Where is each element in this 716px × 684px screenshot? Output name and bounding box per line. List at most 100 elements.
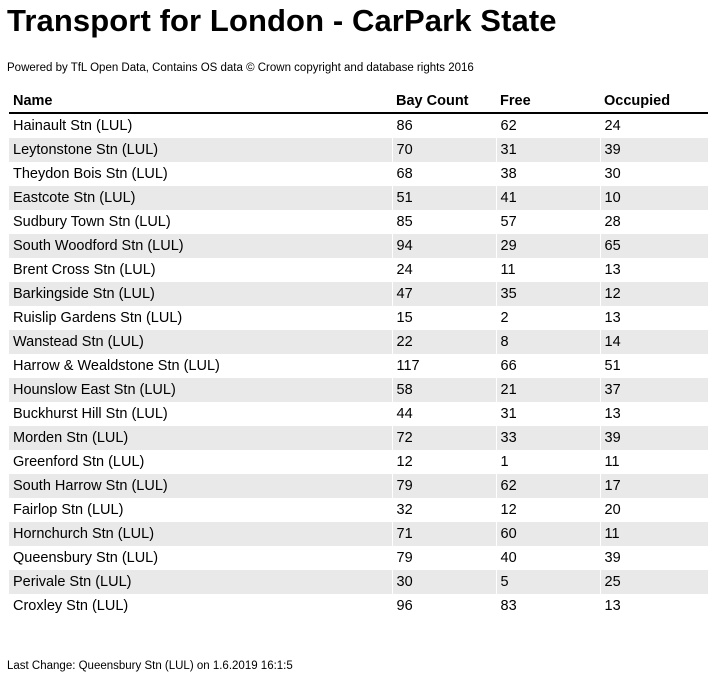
cell-occupied: 13 [599, 306, 708, 330]
cell-occupied: 12 [599, 282, 708, 306]
cell-occupied: 13 [599, 258, 708, 282]
cell-free: 41 [495, 186, 600, 210]
carpark-table: Name Bay Count Free Occupied Hainault St… [9, 90, 708, 618]
cell-occupied: 51 [599, 354, 708, 378]
cell-occupied: 37 [599, 378, 708, 402]
cell-name: Hounslow East Stn (LUL) [9, 378, 392, 402]
cell-free: 31 [495, 138, 600, 162]
cell-occupied: 39 [599, 546, 708, 570]
cell-free: 66 [495, 354, 600, 378]
table-row: Ruislip Gardens Stn (LUL) 15 2 13 [9, 306, 708, 330]
cell-free: 40 [495, 546, 600, 570]
cell-occupied: 13 [599, 402, 708, 426]
cell-bay-count: 30 [391, 570, 496, 594]
cell-name: Barkingside Stn (LUL) [9, 282, 392, 306]
column-header-name: Name [9, 90, 392, 114]
cell-occupied: 10 [599, 186, 708, 210]
table-row: Queensbury Stn (LUL) 79 40 39 [9, 546, 708, 570]
cell-free: 62 [495, 113, 600, 138]
last-change-text: Last Change: Queensbury Stn (LUL) on 1.6… [7, 660, 293, 672]
cell-name: Perivale Stn (LUL) [9, 570, 392, 594]
cell-bay-count: 68 [391, 162, 496, 186]
table-row: Fairlop Stn (LUL) 32 12 20 [9, 498, 708, 522]
cell-occupied: 25 [599, 570, 708, 594]
table-row: Brent Cross Stn (LUL) 24 11 13 [9, 258, 708, 282]
cell-name: Greenford Stn (LUL) [13, 454, 145, 470]
cell-name: Morden Stn (LUL) [9, 426, 392, 450]
cell-free: 57 [495, 210, 600, 234]
table-row: Harrow & Wealdstone Stn (LUL) 117 66 51 [9, 354, 708, 378]
cell-bay-count: 72 [391, 426, 496, 450]
cell-bay-count: 86 [391, 113, 496, 138]
cell-bay-count: 32 [391, 498, 496, 522]
cell-occupied: 30 [599, 162, 708, 186]
cell-bay-count: 12 [391, 450, 496, 474]
table-row: Leytonstone Stn (LUL) 70 31 39 [9, 138, 708, 162]
table-row: Barkingside Stn (LUL) 47 35 12 [9, 282, 708, 306]
cell-name: Theydon Bois Stn (LUL) [13, 166, 168, 182]
column-header-bay-count: Bay Count [392, 90, 496, 114]
table-header-row: Name Bay Count Free Occupied [9, 90, 708, 114]
cell-occupied: 39 [599, 138, 708, 162]
cell-occupied: 65 [599, 234, 708, 258]
cell-name: South Harrow Stn (LUL) [9, 474, 392, 498]
table-row: Hornchurch Stn (LUL) 71 60 11 [9, 522, 708, 546]
table-row: Greenford Stn (LUL) 12 1 11 [9, 450, 708, 474]
cell-name: Wanstead Stn (LUL) [9, 330, 392, 354]
cell-bay-count: 70 [391, 138, 496, 162]
cell-name: Harrow & Wealdstone Stn (LUL) [13, 358, 220, 374]
cell-bay-count: 22 [391, 330, 496, 354]
cell-bay-count: 51 [391, 186, 496, 210]
cell-bay-count: 44 [391, 402, 496, 426]
cell-name: Fairlop Stn (LUL) [13, 502, 124, 518]
page-title: Transport for London - CarPark State [7, 3, 557, 38]
cell-occupied: 11 [599, 450, 708, 474]
cell-free: 21 [495, 378, 600, 402]
cell-bay-count: 24 [391, 258, 496, 282]
cell-bay-count: 15 [391, 306, 496, 330]
table-row: Perivale Stn (LUL) 30 5 25 [9, 570, 708, 594]
table-header: Name Bay Count Free Occupied [9, 90, 708, 114]
cell-name: Ruislip Gardens Stn (LUL) [13, 310, 183, 326]
column-header-free: Free [496, 90, 600, 114]
cell-free: 83 [495, 594, 600, 618]
cell-name: Eastcote Stn (LUL) [9, 186, 392, 210]
cell-bay-count: 79 [391, 546, 496, 570]
cell-free: 5 [495, 570, 600, 594]
table-body: Hainault Stn (LUL) 86 62 24 Leytonstone Stn … [9, 113, 708, 618]
cell-free: 31 [495, 402, 600, 426]
table-row: South Woodford Stn (LUL) 94 29 65 [9, 234, 708, 258]
cell-free: 29 [495, 234, 600, 258]
cell-occupied: 13 [599, 594, 708, 618]
cell-bay-count: 58 [391, 378, 496, 402]
attribution-text: Powered by TfL Open Data, Contains OS da… [7, 62, 474, 74]
column-header-occupied: Occupied [600, 90, 708, 114]
cell-bay-count: 94 [391, 234, 496, 258]
table-row: Sudbury Town Stn (LUL) 85 57 28 [9, 210, 708, 234]
cell-occupied: 17 [599, 474, 708, 498]
cell-name: Sudbury Town Stn (LUL) [13, 214, 171, 230]
cell-bay-count: 71 [391, 522, 496, 546]
table-row: Croxley Stn (LUL) 96 83 13 [9, 594, 708, 618]
cell-name: Croxley Stn (LUL) [13, 598, 129, 614]
table-row: Buckhurst Hill Stn (LUL) 44 31 13 [9, 402, 708, 426]
table-row: Hounslow East Stn (LUL) 58 21 37 [9, 378, 708, 402]
cell-name: South Woodford Stn (LUL) [9, 234, 392, 258]
cell-name: Hainault Stn (LUL) [13, 118, 133, 134]
table-row: Hainault Stn (LUL) 86 62 24 [9, 113, 708, 138]
cell-occupied: 28 [599, 210, 708, 234]
cell-free: 8 [495, 330, 600, 354]
cell-bay-count: 96 [391, 594, 496, 618]
cell-name: Hornchurch Stn (LUL) [9, 522, 392, 546]
table-row: Morden Stn (LUL) 72 33 39 [9, 426, 708, 450]
cell-free: 35 [495, 282, 600, 306]
table-row: Wanstead Stn (LUL) 22 8 14 [9, 330, 708, 354]
cell-occupied: 39 [599, 426, 708, 450]
cell-bay-count: 79 [391, 474, 496, 498]
cell-occupied: 11 [599, 522, 708, 546]
cell-free: 38 [495, 162, 600, 186]
cell-occupied: 20 [599, 498, 708, 522]
table-row: Eastcote Stn (LUL) 51 41 10 [9, 186, 708, 210]
cell-free: 1 [495, 450, 600, 474]
cell-bay-count: 117 [391, 354, 496, 378]
